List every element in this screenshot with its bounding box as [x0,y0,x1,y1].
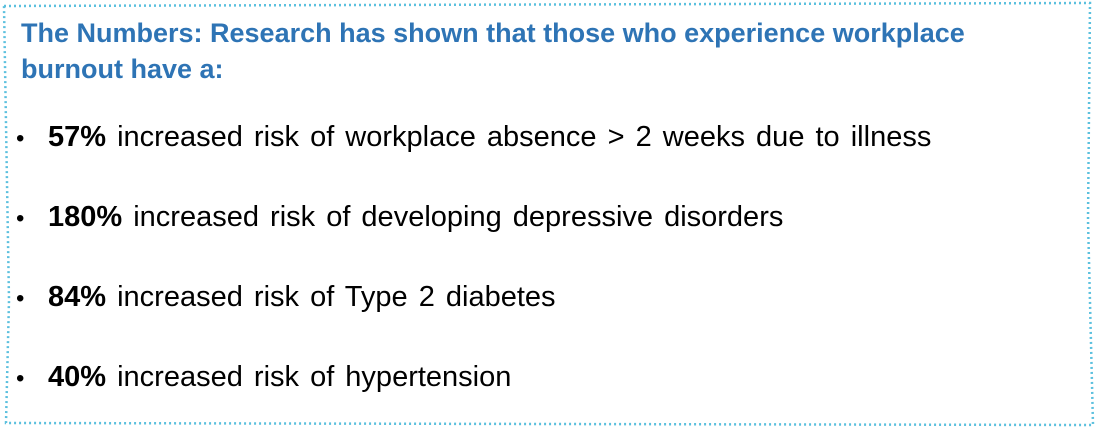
stat-text: increased risk of developing depressive … [133,201,784,233]
stat-text: increased risk of workplace absence > 2 … [117,121,932,153]
stat-value: 57% [48,121,107,153]
bullet-icon: • [16,285,25,312]
bullet-icon: • [16,205,25,232]
list-item: • 180% increased risk of developing depre… [16,197,783,237]
stat-value: 180% [48,201,123,233]
list-item: • 57% increased risk of workplace absence… [16,117,931,157]
callout-heading: The Numbers: Research has shown that tho… [21,18,965,84]
bullet-icon: • [16,365,25,392]
bullet-icon: • [16,125,25,152]
list-item: • 40% increased risk of hypertension [16,357,511,397]
list-item: • 84% increased risk of Type 2 diabetes [16,277,556,317]
stat-text: increased risk of hypertension [117,361,512,393]
stat-value: 84% [48,281,107,313]
stat-value: 40% [48,361,107,393]
stat-text: increased risk of Type 2 diabetes [117,281,556,313]
